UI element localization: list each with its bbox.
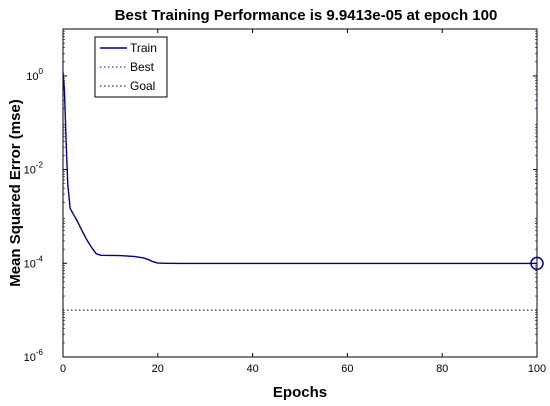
- legend-label-train: Train: [130, 41, 157, 55]
- y-tick-label: 10-6: [24, 348, 44, 364]
- train-line: [62, 72, 537, 265]
- y-tick-label: 10-4: [24, 254, 44, 270]
- x-tick-label: 80: [436, 363, 448, 375]
- y-axis-label: Mean Squared Error (mse): [7, 99, 24, 287]
- x-tick-label: 0: [60, 363, 66, 375]
- x-axis-label: Epochs: [273, 384, 327, 401]
- legend-label-goal: Goal: [130, 79, 155, 93]
- x-tick-label: 60: [341, 363, 353, 375]
- legend-label-best: Best: [130, 60, 155, 74]
- x-tick-label: 20: [152, 363, 164, 375]
- y-tick-label: 10-2: [24, 161, 44, 177]
- chart-title: Best Training Performance is 9.9413e-05 …: [115, 7, 498, 24]
- legend-box: [94, 36, 168, 98]
- legend: Train Best Goal: [94, 36, 168, 98]
- x-tick-label: 40: [246, 363, 258, 375]
- x-tick-label: 100: [528, 363, 546, 375]
- y-tick-label: 100: [26, 67, 43, 83]
- best-marker: [530, 256, 544, 271]
